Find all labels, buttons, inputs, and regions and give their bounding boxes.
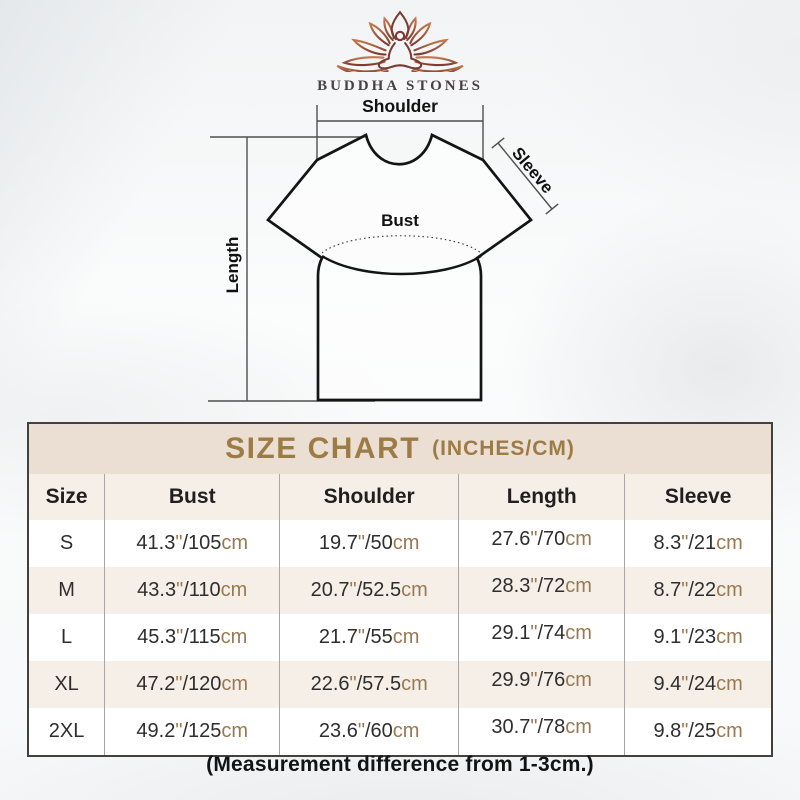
size-chart-title-band: SIZE CHART (INCHES/CM) xyxy=(29,424,771,474)
column-header-bust: Bust xyxy=(104,474,280,520)
measurement-footnote: (Measurement difference from 1-3cm.) xyxy=(206,753,594,776)
size-chart-title: SIZE CHART xyxy=(225,432,421,465)
length-measurement-cell: 30.7"/78cm xyxy=(458,708,625,755)
length-measurement-cell: 27.6"/70cm xyxy=(458,520,625,567)
length-measurement-cell: 29.1"/74cm xyxy=(458,614,625,661)
bust-measurement-cell: 45.3"/115cm xyxy=(104,614,280,661)
table-row-l: L 45.3"/115cm 21.7"/55cm 29.1"/74cm 9.1"/23c… xyxy=(29,614,771,661)
size-chart-units: (INCHES/CM) xyxy=(432,437,575,460)
shoulder-measurement-cell: 21.7"/55cm xyxy=(279,614,459,661)
sleeve-measurement-cell: 9.1"/23cm xyxy=(624,614,771,661)
tshirt-measurement-diagram: Shoulder Bust Length Sleeve xyxy=(208,96,559,402)
bust-measurement-cell: 41.3"/105cm xyxy=(104,520,280,567)
table-row-m: M 43.3"/110cm 20.7"/52.5cm 28.3"/72cm 8.7"/2… xyxy=(29,567,771,614)
shoulder-measurement-cell: 20.7"/52.5cm xyxy=(279,567,459,614)
shoulder-label: Shoulder xyxy=(362,96,438,116)
shoulder-measurement-cell: 23.6"/60cm xyxy=(279,708,459,755)
sleeve-measurement-cell: 9.4"/24cm xyxy=(624,661,771,708)
meditating-figure xyxy=(377,10,423,70)
sleeve-measurement-cell: 8.3"/21cm xyxy=(624,520,771,567)
length-measurement-cell: 29.9"/76cm xyxy=(458,661,625,708)
size-cell: 2XL xyxy=(48,720,85,742)
size-chart-table: SIZE CHART (INCHES/CM) Size Bust Shoulde… xyxy=(27,422,773,757)
shoulder-measurement-cell: 22.6"/57.5cm xyxy=(279,661,459,708)
column-header-size: Size xyxy=(29,474,105,520)
brand-header: BUDDHA STONES xyxy=(0,4,800,95)
table-row-2xl: 2XL 49.2"/125cm 23.6"/60cm 30.7"/78cm 9.8"/2… xyxy=(29,708,771,755)
size-rows: S 41.3"/105cm 19.7"/50cm 27.6"/70cm 8.3"/21c… xyxy=(29,520,771,755)
bust-measurement-cell: 47.2"/120cm xyxy=(104,661,280,708)
shirt-outline xyxy=(266,133,533,402)
column-header-sleeve: Sleeve xyxy=(624,474,771,520)
column-header-row: Size Bust Shoulder Length Sleeve xyxy=(29,474,771,520)
sizes-table: Size Bust Shoulder Length Sleeve S 41.3"/… xyxy=(29,474,771,755)
table-row-s: S 41.3"/105cm 19.7"/50cm 27.6"/70cm 8.3"/21c… xyxy=(29,520,771,567)
brand-name: BUDDHA STONES xyxy=(317,78,483,94)
lotus-meditation-logo-icon xyxy=(336,10,464,76)
bust-measurement-cell: 43.3"/110cm xyxy=(104,567,280,614)
bust-curve-solid xyxy=(321,254,482,276)
length-label: Length xyxy=(223,237,242,294)
column-header-shoulder: Shoulder xyxy=(279,474,459,520)
sleeve-label: Sleeve xyxy=(508,144,557,197)
measurement-lines xyxy=(208,105,559,402)
shoulder-measurement-cell: 19.7"/50cm xyxy=(279,520,459,567)
bust-curve-dotted xyxy=(321,235,482,254)
bust-label: Bust xyxy=(381,211,419,230)
lotus-petals xyxy=(336,16,464,76)
size-cell: S xyxy=(59,532,74,554)
sleeve-measurement-cell: 8.7"/22cm xyxy=(624,567,771,614)
sleeve-measurement-cell: 9.8"/25cm xyxy=(624,708,771,755)
size-cell: L xyxy=(61,626,73,648)
length-measurement-cell: 28.3"/72cm xyxy=(458,567,625,614)
column-header-length: Length xyxy=(458,474,625,520)
size-cell: XL xyxy=(54,673,79,695)
bust-measurement-cell: 49.2"/125cm xyxy=(104,708,280,755)
size-cell: M xyxy=(58,579,75,601)
table-row-xl: XL 47.2"/120cm 22.6"/57.5cm 29.9"/76cm 9.4"/… xyxy=(29,661,771,708)
